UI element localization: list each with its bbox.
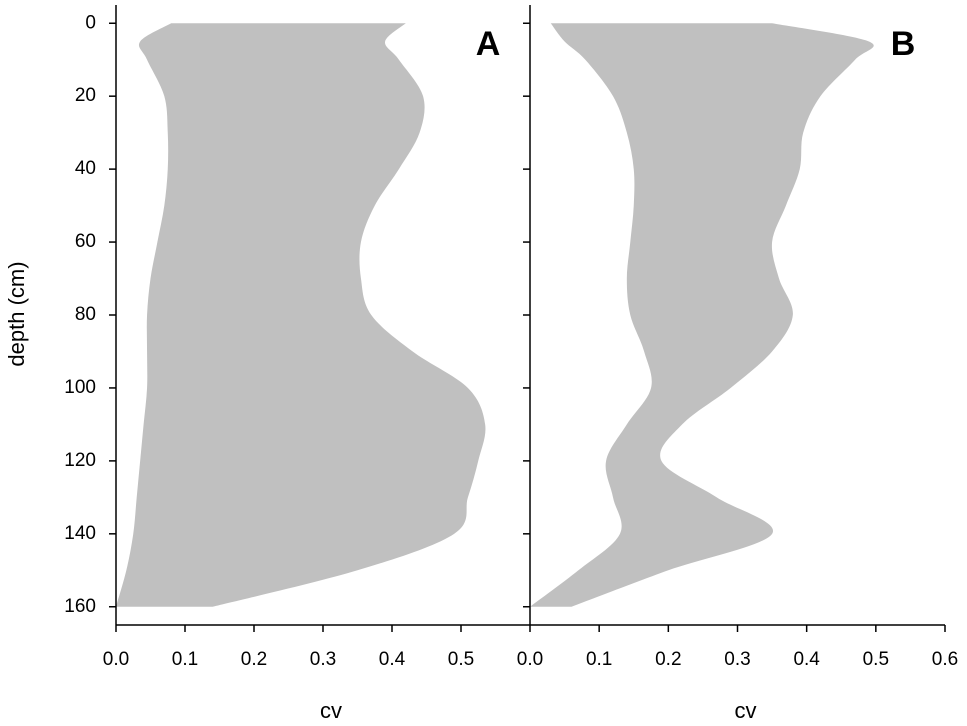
y-tick-label: 140	[64, 523, 96, 544]
panel-label: A	[476, 25, 501, 63]
x-tick-label: 0.5	[863, 649, 889, 670]
x-tick-label: 0.2	[241, 649, 267, 670]
x-tick-label: 0.3	[724, 649, 750, 670]
x-tick-label: 0.1	[172, 649, 198, 670]
y-tick-label: 120	[64, 450, 96, 471]
y-tick-label: 20	[75, 85, 96, 106]
x-tick-label: 0.6	[932, 649, 958, 670]
x-axis-label: cv	[735, 698, 757, 723]
y-tick-label: 0	[85, 12, 96, 33]
y-axis-label: depth (cm)	[4, 261, 29, 366]
y-tick-label: 160	[64, 596, 96, 617]
x-tick-label: 0.5	[448, 649, 474, 670]
x-tick-label: 0.0	[103, 649, 129, 670]
band	[530, 23, 874, 607]
y-tick-label: 80	[75, 304, 96, 325]
x-tick-label: 0.2	[655, 649, 681, 670]
y-tick-label: 40	[75, 158, 96, 179]
x-tick-label: 0.0	[517, 649, 543, 670]
y-tick-label: 100	[64, 377, 96, 398]
panel-label: B	[891, 25, 916, 63]
y-tick-label: 60	[75, 231, 96, 252]
band	[116, 23, 486, 607]
x-tick-label: 0.4	[793, 649, 820, 670]
x-axis-label: cv	[320, 698, 342, 723]
x-tick-label: 0.3	[310, 649, 336, 670]
x-tick-label: 0.4	[379, 649, 406, 670]
x-tick-label: 0.1	[586, 649, 612, 670]
